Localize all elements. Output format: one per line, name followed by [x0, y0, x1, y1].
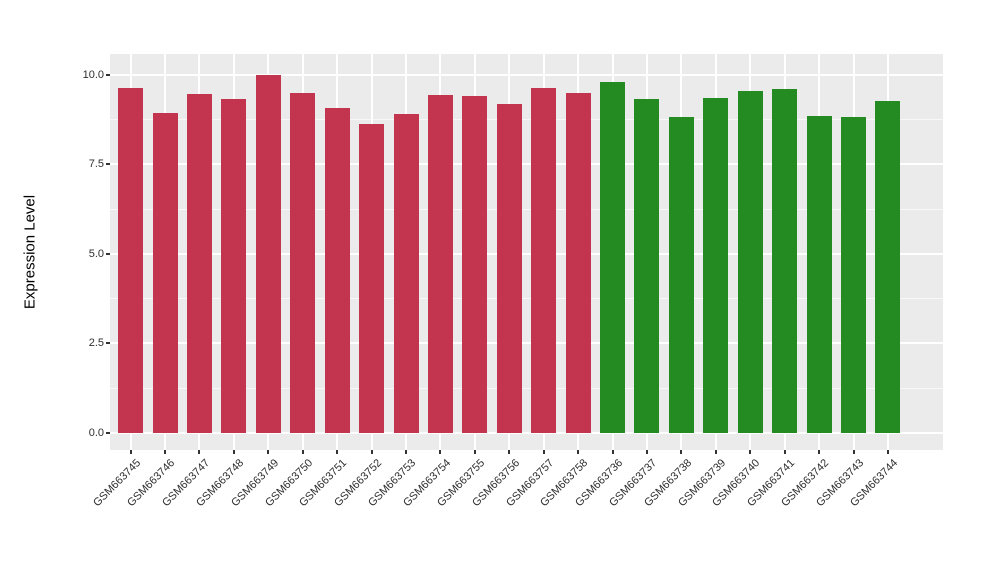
x-tick-mark — [645, 450, 648, 454]
x-tick-mark — [542, 450, 545, 454]
bar-GSM663740 — [737, 91, 763, 433]
x-tick-mark — [336, 450, 339, 454]
bar-GSM663746 — [152, 113, 178, 433]
bar-GSM663747 — [186, 94, 212, 433]
y-tick-mark — [106, 73, 110, 76]
gridline-horizontal-major — [110, 73, 943, 76]
bar-GSM663743 — [841, 117, 866, 433]
bar-GSM663737 — [634, 98, 660, 433]
bar-GSM663756 — [496, 103, 522, 433]
x-tick-mark — [852, 450, 855, 454]
x-tick-mark — [749, 450, 752, 454]
bar-GSM663750 — [290, 92, 316, 433]
y-tick-label: 10.0 — [82, 68, 104, 81]
x-tick-mark — [164, 450, 167, 454]
x-tick-mark — [301, 450, 304, 454]
bar-GSM663752 — [359, 124, 385, 433]
x-tick-mark — [267, 450, 270, 454]
gridline-horizontal-major — [110, 252, 943, 255]
gridline-horizontal-minor — [110, 118, 943, 120]
bar-GSM663757 — [531, 87, 557, 433]
y-tick-label: 5.0 — [88, 247, 104, 260]
y-tick-mark — [106, 432, 110, 434]
x-tick-mark — [370, 450, 373, 454]
bar-GSM663758 — [565, 92, 591, 433]
x-tick-mark — [439, 450, 442, 454]
x-tick-mark — [405, 450, 408, 454]
bar-GSM663745 — [118, 87, 144, 433]
x-tick-mark — [508, 450, 511, 454]
x-tick-mark — [680, 450, 683, 454]
gridline-horizontal-major — [110, 163, 943, 166]
x-tick-mark — [818, 450, 821, 454]
bar-GSM663748 — [221, 98, 247, 433]
y-tick-label: 7.5 — [88, 158, 104, 171]
bar-GSM663751 — [324, 107, 350, 433]
gridline-horizontal-minor — [110, 387, 943, 389]
bar-GSM663736 — [600, 82, 626, 433]
x-tick-mark — [714, 450, 717, 454]
gridline-horizontal-minor — [110, 298, 943, 300]
bar-GSM663744 — [875, 100, 901, 433]
bar-GSM663754 — [427, 95, 453, 433]
y-tick-label: 2.5 — [88, 337, 104, 350]
x-tick-mark — [577, 450, 580, 454]
gridline-horizontal-major — [110, 342, 943, 345]
bar-GSM663738 — [668, 116, 694, 433]
x-tick-mark — [232, 450, 235, 454]
x-tick-mark — [611, 450, 614, 454]
bar-GSM663739 — [703, 98, 729, 433]
y-tick-mark — [106, 163, 110, 166]
x-tick-mark — [783, 450, 786, 454]
x-tick-mark — [886, 450, 889, 454]
bar-GSM663749 — [255, 74, 281, 433]
bar-GSM663742 — [806, 116, 832, 433]
x-tick-mark — [129, 450, 132, 454]
bar-GSM663755 — [462, 96, 488, 433]
y-tick-mark — [106, 252, 110, 255]
plot-panel — [110, 54, 943, 450]
x-tick-mark — [473, 450, 476, 454]
x-tick-mark — [198, 450, 201, 454]
gridline-horizontal-major — [110, 432, 943, 434]
bar-GSM663741 — [772, 89, 798, 433]
gridline-horizontal-minor — [110, 208, 943, 210]
bar-GSM663753 — [393, 114, 419, 433]
y-tick-mark — [106, 342, 110, 345]
y-tick-label: 0.0 — [88, 427, 104, 439]
